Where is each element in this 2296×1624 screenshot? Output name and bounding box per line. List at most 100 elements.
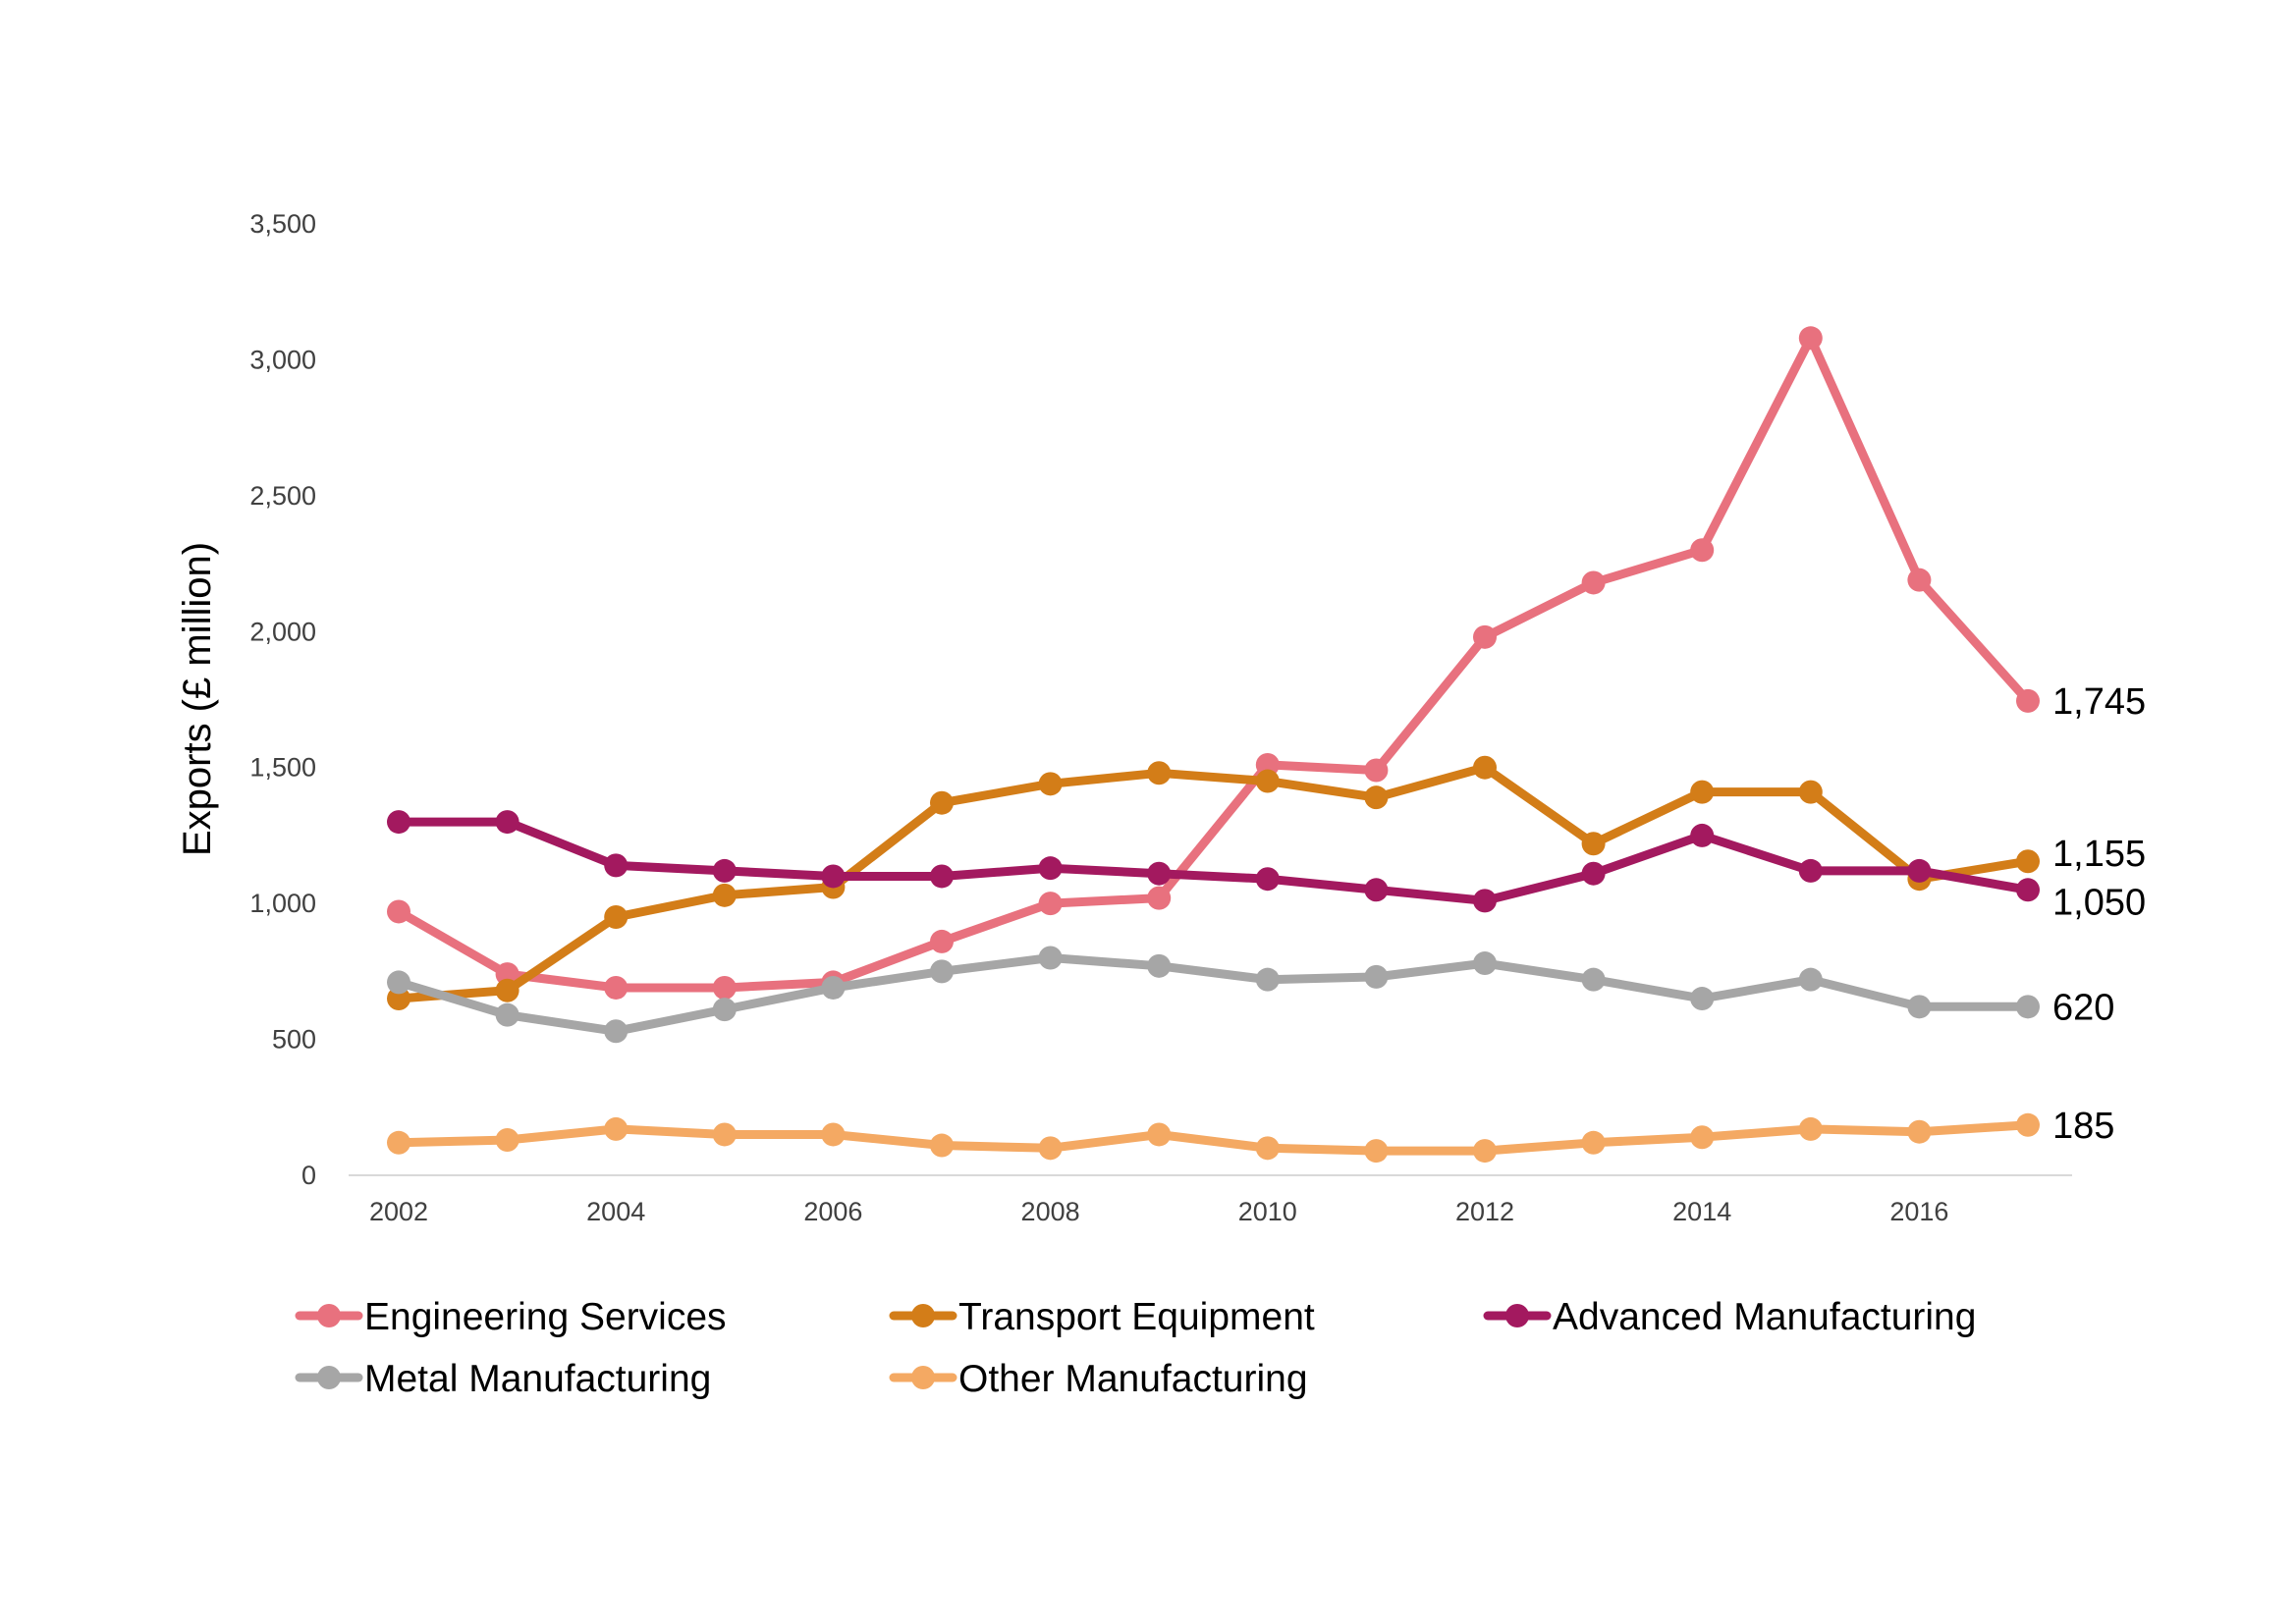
data-point [1364,1139,1389,1164]
data-point [712,883,737,907]
legend-label: Other Manufacturing [958,1358,1308,1400]
data-point [1690,987,1715,1011]
data-point [1690,1125,1715,1150]
series-advanced-manufacturing [387,810,2040,913]
data-point [1473,624,1497,649]
data-point [1798,1116,1823,1141]
data-point [1038,892,1063,916]
y-tick-label: 3,500 [249,209,316,239]
y-tick-label: 3,000 [249,345,316,374]
data-point [1364,785,1389,810]
data-point [1581,967,1606,992]
data-point [1038,1136,1063,1161]
legend-swatch-marker [1505,1304,1529,1327]
data-point [1147,953,1172,978]
data-point [1147,761,1172,785]
x-tick-label: 2006 [803,1197,862,1226]
x-axis-ticks: 2002 2004 2006 2008 2010 2012 2014 2016 [369,1197,1948,1226]
legend-swatch-marker [317,1304,341,1327]
legend-label: Metal Manufacturing [364,1358,711,1400]
data-point [1690,823,1715,847]
legend-item: Transport Equipment [889,1296,1315,1338]
data-point [1581,832,1606,856]
data-point [1255,967,1280,992]
data-point [712,975,737,1000]
data-point [1038,856,1063,881]
data-point [1798,780,1823,804]
y-axis-title: Exports (£ million) [176,542,219,856]
x-tick-label: 2012 [1455,1197,1514,1226]
series-line [394,763,2033,1003]
data-point [1907,1119,1932,1144]
data-point [930,790,954,815]
legend-swatch-marker [317,1366,341,1389]
data-point [1473,951,1497,976]
data-point [1473,889,1497,913]
data-point [821,1122,846,1147]
y-tick-label: 2,000 [249,617,316,646]
y-tick-label: 1,000 [249,889,316,918]
legend-swatch-marker [911,1304,935,1327]
data-point [930,1133,954,1158]
y-tick-label: 500 [272,1025,316,1055]
legend: Engineering Services Transport Equipment A… [295,1296,1976,1400]
data-point [1798,858,1823,883]
legend-label: Engineering Services [364,1296,727,1338]
data-point [2016,995,2040,1019]
data-point [1798,967,1823,992]
data-point [712,858,737,883]
data-point [387,810,410,835]
data-point [1147,886,1172,910]
data-point [604,1019,629,1044]
data-point [821,864,846,889]
x-tick-label: 2010 [1238,1197,1297,1226]
end-value-label: 1,050 [2052,882,2146,923]
y-axis-ticks: 0 500 1,000 1,500 2,000 2,500 3,000 3,500 [249,209,316,1190]
data-point [387,1130,410,1155]
data-point [2016,849,2040,874]
data-point [712,1122,737,1147]
data-point [1255,752,1280,777]
data-point [495,962,519,987]
series-line [394,333,2033,993]
series-line [394,953,2033,1036]
data-point [1473,1139,1497,1164]
data-point [1907,568,1932,592]
data-point [1798,326,1823,351]
y-tick-label: 1,500 [249,753,316,783]
data-point [930,929,954,953]
end-value-label: 185 [2052,1106,2114,1147]
legend-label: Transport Equipment [958,1296,1315,1338]
series-metal-manufacturing [387,946,2040,1044]
data-point [1364,758,1389,783]
data-point [1038,772,1063,796]
x-tick-label: 2002 [369,1197,428,1226]
series-line [394,817,2033,905]
data-point [1907,858,1932,883]
data-point [495,1128,519,1153]
data-point [1473,755,1497,780]
legend-swatch-marker [911,1366,935,1389]
legend-item: Metal Manufacturing [295,1358,711,1400]
series-other-manufacturing [387,1112,2040,1164]
series-line [394,1120,2033,1156]
data-point [712,998,737,1022]
data-point [1581,570,1606,595]
data-point [1907,995,1932,1019]
x-tick-label: 2008 [1021,1197,1080,1226]
data-point [930,959,954,984]
x-tick-label: 2016 [1889,1197,1948,1226]
data-point [495,810,519,835]
data-point [930,864,954,889]
end-labels: 1,745 1,155 1,050 620 185 [2052,681,2146,1147]
y-tick-label: 0 [301,1161,316,1190]
legend-item: Advanced Manufacturing [1483,1296,1976,1338]
data-point [604,904,629,929]
data-point [2016,1112,2040,1137]
legend-label: Advanced Manufacturing [1553,1296,1976,1338]
data-point [1255,1136,1280,1161]
data-point [821,975,846,1000]
data-point [1255,769,1280,793]
data-point [1147,861,1172,886]
